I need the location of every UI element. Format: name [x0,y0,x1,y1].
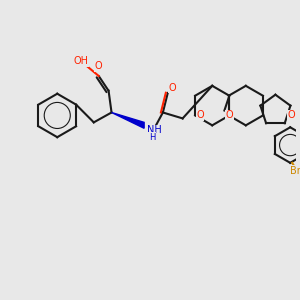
Text: O: O [169,83,177,93]
Text: O: O [196,110,204,120]
Text: O: O [226,110,233,120]
Text: NH: NH [147,125,161,135]
Text: O: O [287,110,295,120]
Text: Br: Br [290,166,300,176]
Text: OH: OH [74,56,88,66]
Polygon shape [112,112,144,128]
Text: H: H [149,133,155,142]
Text: O: O [95,61,103,71]
